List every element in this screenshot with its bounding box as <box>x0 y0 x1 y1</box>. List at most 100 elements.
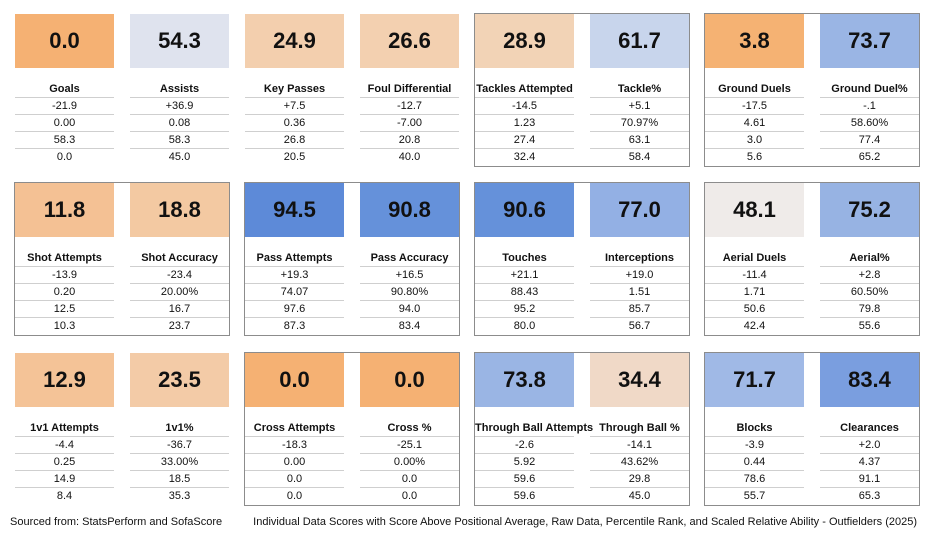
score-box: 34.4 <box>590 353 689 407</box>
stat-card: 48.1 Aerial Duels -11.4 1.71 50.6 42.4 <box>705 183 804 334</box>
score-box: 12.9 <box>15 353 114 407</box>
score-box: 0.0 <box>245 353 344 407</box>
stat-value: 59.6 <box>475 487 574 504</box>
stat-card: 75.2 Aerial% +2.8 60.50% 79.8 55.6 <box>820 183 919 334</box>
stat-label: Pass Accuracy <box>370 252 449 264</box>
stat-value: -7.00 <box>360 114 459 131</box>
stat-value: -13.9 <box>15 266 114 283</box>
stat-value: 74.07 <box>245 283 344 300</box>
stat-value: 58.3 <box>15 131 114 148</box>
stat-card: 26.6 Foul Differential -12.7 -7.00 20.8 40.0 <box>360 14 459 165</box>
score-box: 0.0 <box>360 353 459 407</box>
group-border <box>704 13 920 167</box>
stat-value: -3.9 <box>705 436 804 453</box>
stat-value: -23.4 <box>130 266 229 283</box>
stat-card: 0.0 Cross % -25.1 0.00% 0.0 0.0 <box>360 353 459 504</box>
stat-value: -25.1 <box>360 436 459 453</box>
stat-label: Clearances <box>840 422 899 434</box>
stat-value: 0.00 <box>15 114 114 131</box>
stat-value: -.1 <box>820 97 919 114</box>
stat-card: 73.8 Through Ball Attempts -2.6 5.92 59.6 59.… <box>475 353 593 504</box>
stat-card: 61.7 Tackle% +5.1 70.97% 63.1 58.4 <box>590 14 689 165</box>
group-border <box>244 182 460 336</box>
stat-value: 1.51 <box>590 283 689 300</box>
source-note: Sourced from: StatsPerform and SofaScore <box>10 516 223 528</box>
stat-value: -36.7 <box>130 436 229 453</box>
stat-value: 50.6 <box>705 300 804 317</box>
score-box: 71.7 <box>705 353 804 407</box>
stat-card: 90.8 Pass Accuracy +16.5 90.80% 94.0 83.4 <box>360 183 459 334</box>
stat-card: 24.9 Key Passes +7.5 0.36 26.8 20.5 <box>245 14 344 165</box>
stat-value: 29.8 <box>590 470 689 487</box>
stat-value: 33.00% <box>130 453 229 470</box>
stat-label: Tackle% <box>617 83 662 95</box>
stat-card: 0.0 Cross Attempts -18.3 0.00 0.0 0.0 <box>245 353 344 504</box>
stat-value: 55.6 <box>820 317 919 334</box>
stat-value: +2.8 <box>820 266 919 283</box>
stat-value: 5.92 <box>475 453 574 470</box>
stat-value: 0.44 <box>705 453 804 470</box>
stat-label: Shot Accuracy <box>141 252 218 264</box>
stat-value: -17.5 <box>705 97 804 114</box>
score-box: 23.5 <box>130 353 229 407</box>
stat-label: Cross % <box>387 422 432 434</box>
score-box: 75.2 <box>820 183 919 237</box>
score-box: 77.0 <box>590 183 689 237</box>
stat-value: 70.97% <box>590 114 689 131</box>
stat-value: +19.0 <box>590 266 689 283</box>
stat-value: 0.00% <box>360 453 459 470</box>
stat-value: 3.0 <box>705 131 804 148</box>
score-box: 26.6 <box>360 14 459 68</box>
stat-value: +2.0 <box>820 436 919 453</box>
stat-value: 18.5 <box>130 470 229 487</box>
stat-value: 35.3 <box>130 487 229 504</box>
score-box: 0.0 <box>15 14 114 68</box>
stat-label: Aerial% <box>849 252 890 264</box>
stat-value: -4.4 <box>15 436 114 453</box>
stat-value: 0.20 <box>15 283 114 300</box>
score-box: 94.5 <box>245 183 344 237</box>
stat-value: 0.0 <box>245 487 344 504</box>
stat-value: 60.50% <box>820 283 919 300</box>
stat-value: 16.7 <box>130 300 229 317</box>
score-box: 24.9 <box>245 14 344 68</box>
stat-value: 83.4 <box>360 317 459 334</box>
stat-value: 43.62% <box>590 453 689 470</box>
stat-value: 8.4 <box>15 487 114 504</box>
stat-value: 4.37 <box>820 453 919 470</box>
stat-value: 0.0 <box>360 470 459 487</box>
stat-value: 94.0 <box>360 300 459 317</box>
score-box: 48.1 <box>705 183 804 237</box>
stat-card: 3.8 Ground Duels -17.5 4.61 3.0 5.6 <box>705 14 804 165</box>
stat-value: 65.3 <box>820 487 919 504</box>
score-box: 61.7 <box>590 14 689 68</box>
stat-value: 20.8 <box>360 131 459 148</box>
score-box: 90.6 <box>475 183 574 237</box>
stat-value: -14.5 <box>475 97 574 114</box>
stat-value: 85.7 <box>590 300 689 317</box>
stat-card: 34.4 Through Ball % -14.1 43.62% 29.8 45.0 <box>590 353 689 504</box>
score-box: 90.8 <box>360 183 459 237</box>
stat-value: 56.7 <box>590 317 689 334</box>
stat-card: 73.7 Ground Duel% -.1 58.60% 77.4 65.2 <box>820 14 919 165</box>
stat-value: 27.4 <box>475 131 574 148</box>
stat-value: 14.9 <box>15 470 114 487</box>
score-box: 73.7 <box>820 14 919 68</box>
stat-card: 0.0 Goals -21.9 0.00 58.3 0.0 <box>15 14 114 165</box>
stat-value: -2.6 <box>475 436 574 453</box>
score-box: 73.8 <box>475 353 574 407</box>
stat-value: 10.3 <box>15 317 114 334</box>
stat-label: Goals <box>49 83 80 95</box>
stat-card: 11.8 Shot Attempts -13.9 0.20 12.5 10.3 <box>15 183 114 334</box>
score-box: 18.8 <box>130 183 229 237</box>
score-box: 83.4 <box>820 353 919 407</box>
stat-value: -18.3 <box>245 436 344 453</box>
score-box: 28.9 <box>475 14 574 68</box>
stat-value: +21.1 <box>475 266 574 283</box>
stat-value: 58.3 <box>130 131 229 148</box>
stat-label: Touches <box>502 252 547 264</box>
group-border <box>474 13 690 167</box>
stat-value: 78.6 <box>705 470 804 487</box>
stat-value: 88.43 <box>475 283 574 300</box>
score-box: 11.8 <box>15 183 114 237</box>
